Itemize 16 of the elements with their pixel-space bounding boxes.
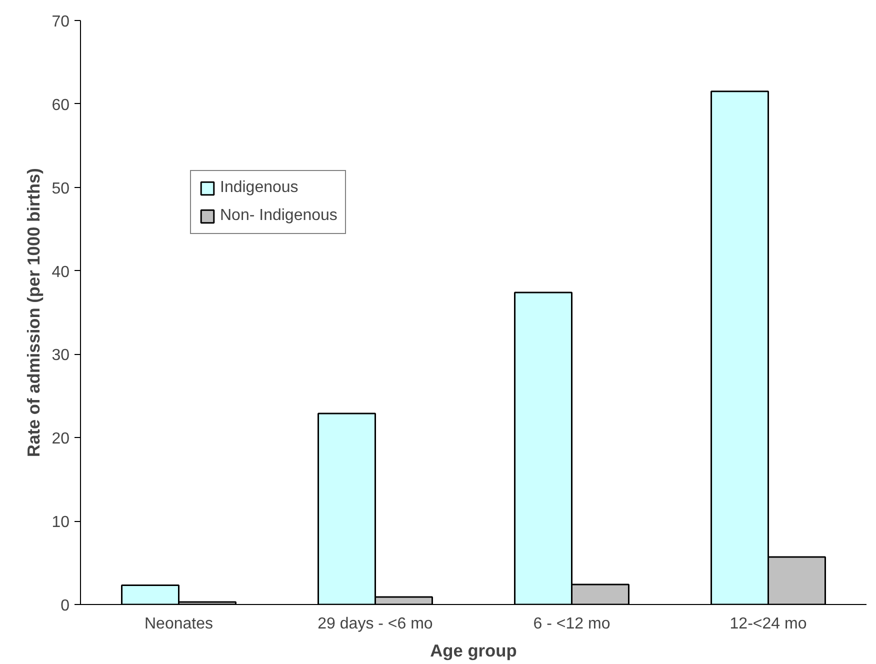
y-tick-label: 50 (52, 180, 70, 198)
y-axis-title: Rate of admission (per 1000 births) (24, 168, 44, 457)
y-tick-label: 60 (52, 96, 70, 114)
y-tick-label: 20 (52, 430, 70, 448)
legend-label: Non- Indigenous (220, 207, 338, 225)
y-tick-label: 30 (52, 347, 70, 364)
x-tick-label: 29 days - <6 mo (318, 616, 433, 632)
y-tick-label: 0 (60, 598, 70, 614)
y-tick-label: 10 (52, 514, 70, 532)
x-tick-label: Neonates (144, 616, 214, 632)
x-tick-label: 6 - <12 mo (533, 616, 610, 632)
x-tick-label: 12-<24 mo (730, 616, 807, 632)
x-axis-title: Age group (430, 640, 517, 660)
legend-label: Indigenous (220, 179, 298, 197)
y-tick-label: 70 (52, 14, 70, 30)
y-tick-label: 40 (52, 264, 70, 281)
